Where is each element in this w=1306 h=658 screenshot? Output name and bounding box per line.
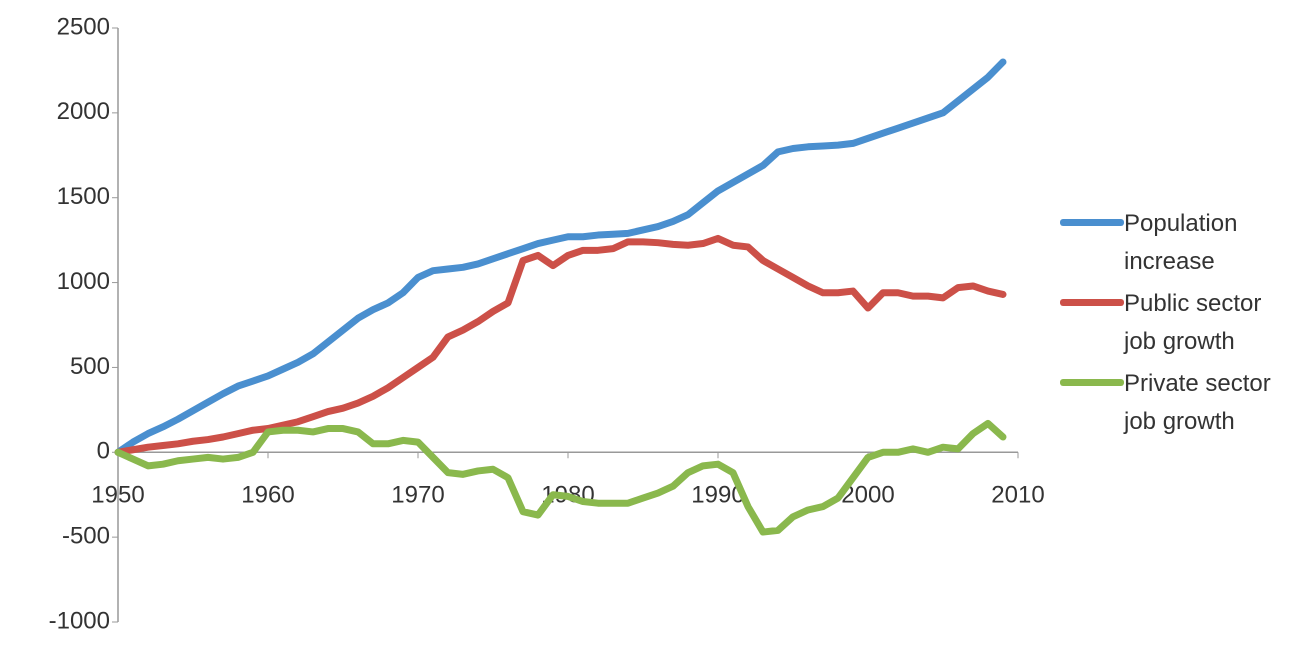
legend-label: Population increase bbox=[1124, 210, 1238, 275]
legend-item: Public sector job growth bbox=[1060, 285, 1300, 361]
y-tick-label: 500 bbox=[70, 353, 110, 380]
x-tick-label: 1970 bbox=[391, 482, 444, 509]
legend-swatch bbox=[1060, 379, 1124, 386]
legend-swatch bbox=[1060, 299, 1124, 306]
x-tick-label: 1960 bbox=[241, 482, 294, 509]
y-tick-label: 1000 bbox=[57, 268, 110, 295]
y-tick-label: 2000 bbox=[57, 98, 110, 125]
legend-item: Population increase bbox=[1060, 205, 1300, 281]
series-line bbox=[114, 419, 1007, 536]
y-tick-label: 1500 bbox=[57, 183, 110, 210]
series-line bbox=[114, 234, 1007, 456]
legend: Population increase Public sector job gro… bbox=[1060, 205, 1300, 445]
legend-label: Private sector job growth bbox=[1124, 370, 1271, 435]
y-tick-label: -1000 bbox=[49, 607, 110, 634]
series-line bbox=[114, 58, 1007, 456]
x-tick-label: 1950 bbox=[91, 482, 144, 509]
legend-item: Private sector job growth bbox=[1060, 365, 1300, 441]
y-tick-label: -500 bbox=[62, 522, 110, 549]
y-tick-label: 2500 bbox=[57, 13, 110, 40]
legend-swatch bbox=[1060, 219, 1124, 226]
legend-label: Public sector job growth bbox=[1124, 290, 1262, 355]
x-tick-label: 2010 bbox=[991, 482, 1044, 509]
y-tick-label: 0 bbox=[97, 438, 110, 465]
